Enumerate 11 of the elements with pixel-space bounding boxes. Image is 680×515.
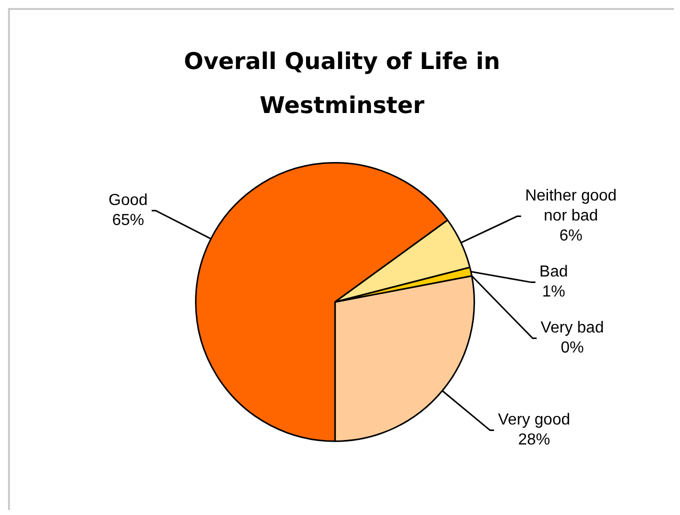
slice-label: Neither good nor bad: [525, 188, 617, 225]
slice-label: Good: [108, 192, 148, 210]
data-label: 1%: [542, 284, 566, 301]
category-label: Very bad: [540, 320, 604, 337]
data-label: 65%: [112, 212, 144, 230]
slice-label: Very good: [498, 412, 570, 429]
text: 0%: [560, 340, 584, 357]
slice-label: Bad: [539, 264, 568, 281]
chart-title: Overall Quality of Life in Westminster: [182, 48, 502, 121]
data-label: 6%: [559, 228, 582, 245]
data-label: 28%: [518, 432, 550, 449]
